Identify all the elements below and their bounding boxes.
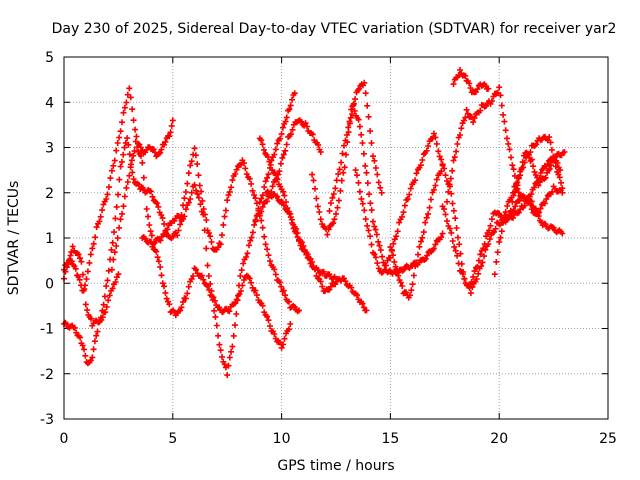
x-axis-label: GPS time / hours: [277, 458, 394, 474]
series-track-d: [108, 138, 302, 315]
y-tick-label: -3: [40, 412, 54, 428]
series-track-e: [139, 234, 294, 351]
data-point-markers: [450, 67, 492, 96]
data-point-markers: [108, 138, 302, 315]
data-point-markers: [352, 130, 446, 276]
data-point-markers: [139, 234, 294, 351]
x-tick-label: 15: [381, 431, 399, 447]
series-track-h: [263, 188, 339, 282]
series-track-m: [444, 84, 566, 218]
y-axis-label: SDTVAR / TECUs: [6, 181, 22, 296]
x-tick-label: 5: [168, 431, 177, 447]
y-tick-label: 2: [45, 186, 54, 202]
y-tick-label: 1: [45, 231, 54, 247]
plot-frame: [63, 56, 609, 420]
chart-title: Day 230 of 2025, Sidereal Day-to-day VTE…: [52, 21, 617, 37]
series-track-i: [309, 79, 385, 238]
series-track-n: [450, 67, 492, 96]
x-tick-label: 10: [273, 431, 291, 447]
series-track-o: [439, 193, 566, 290]
x-tick-label: 0: [60, 431, 69, 447]
data-point-markers: [256, 135, 370, 314]
data-point-markers: [444, 84, 566, 218]
data-point-markers: [309, 79, 385, 238]
data-point-markers: [439, 193, 566, 290]
series-track-q: [509, 149, 564, 205]
grid: [64, 57, 608, 419]
x-tick-label: 20: [490, 431, 508, 447]
data-point-markers: [263, 188, 339, 282]
x-tick-label: 25: [599, 431, 617, 447]
data-point-markers: [509, 149, 564, 205]
axis-ticks: 0 5 10 15 20 25 -3 -2 -1 0 1 2 3 4 5: [40, 50, 617, 447]
y-tick-label: 3: [45, 141, 54, 157]
y-tick-label: -2: [40, 367, 54, 383]
y-tick-label: 0: [45, 276, 54, 292]
y-tick-label: -1: [40, 322, 54, 338]
series-track-j: [326, 102, 446, 277]
data-points: [61, 67, 568, 379]
series-track-k: [352, 130, 446, 276]
series-track-f: [256, 135, 370, 314]
y-tick-label: 5: [45, 50, 54, 66]
y-tick-label: 4: [45, 95, 54, 111]
data-point-markers: [326, 102, 446, 277]
